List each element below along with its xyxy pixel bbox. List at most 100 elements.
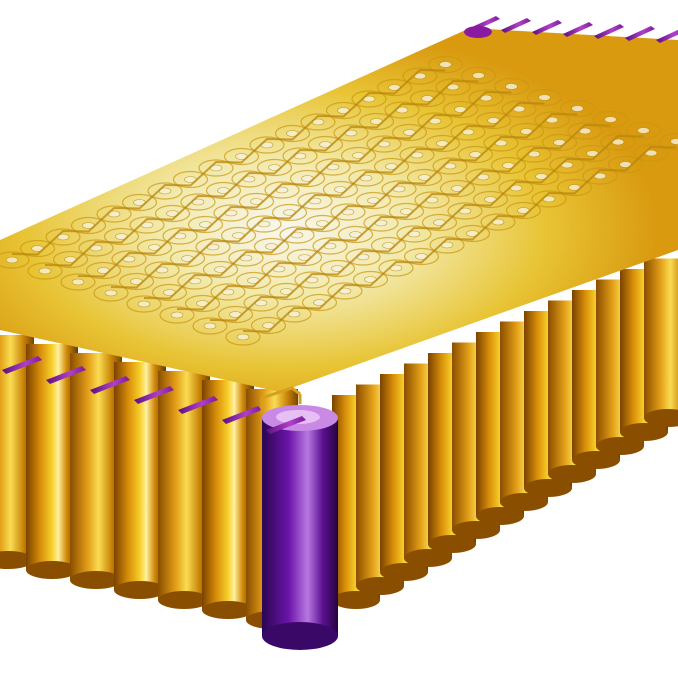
cell-top-cap xyxy=(531,190,567,208)
cell-top-cap xyxy=(177,272,213,290)
highlighted-cell xyxy=(262,405,338,650)
cell-top-cap xyxy=(582,167,618,185)
cell-top-cap xyxy=(297,192,333,210)
cell-top-cap xyxy=(388,202,425,221)
cell-top-cap xyxy=(264,181,300,199)
battery-cell xyxy=(158,371,210,609)
busbar-connectors xyxy=(11,68,677,333)
terminal-tab xyxy=(266,416,306,434)
cell-top-cap xyxy=(457,145,494,164)
cell-top-cap xyxy=(85,261,122,280)
cell-top-cap xyxy=(381,180,417,198)
cell-top-cap xyxy=(592,110,629,129)
cell-top-cap xyxy=(490,156,527,175)
cell-top-cap xyxy=(103,227,140,246)
cell-top-cap xyxy=(399,146,435,164)
cell-top-cap xyxy=(225,328,261,346)
cell-top-cap xyxy=(345,248,381,266)
cell-top-cap xyxy=(556,178,593,197)
cell-top-cap xyxy=(111,250,147,268)
front-terminal-tabs xyxy=(2,356,306,434)
cell-top-cap xyxy=(355,191,392,210)
terminal-tab xyxy=(134,386,174,404)
cell-top-cap xyxy=(559,99,596,118)
terminal-tab xyxy=(625,26,655,41)
cell-top-cap xyxy=(78,239,114,257)
cell-top-cap xyxy=(210,283,246,301)
cell-top-cap xyxy=(600,133,636,151)
terminal-tab xyxy=(222,406,262,424)
cell-top-cap xyxy=(447,202,483,220)
cell-top-cap xyxy=(435,78,471,96)
cell-top-cap xyxy=(633,144,669,162)
cell-top-cap xyxy=(162,227,198,245)
cell-top-cap xyxy=(468,89,504,107)
cell-top-cap xyxy=(144,261,180,279)
cell-top-cap xyxy=(351,90,387,108)
cell-top-cap xyxy=(516,145,552,163)
cell-top-cap xyxy=(246,215,282,233)
terminal-tab xyxy=(594,24,624,39)
terminal-tabs xyxy=(464,16,678,43)
cell-top-cap xyxy=(315,158,351,176)
terminal-tab xyxy=(656,29,678,43)
terminal-tab xyxy=(464,26,492,38)
terminal-tab xyxy=(178,396,218,414)
cell-top-cap xyxy=(256,158,293,177)
cell-top-cap xyxy=(243,294,279,312)
cell-top-cap xyxy=(19,239,56,258)
cell-top-cap xyxy=(480,213,516,231)
cell-top-cap xyxy=(330,203,366,221)
busbar-strip xyxy=(110,101,545,289)
cell-top-cap xyxy=(60,273,96,291)
cell-top-cap xyxy=(250,316,287,335)
cell-top-cap xyxy=(523,167,560,186)
cell-top-cap xyxy=(483,134,519,152)
cell-top-cap xyxy=(526,88,563,107)
cell-top-cap xyxy=(70,216,107,235)
cell-top-cap xyxy=(498,179,534,197)
cell-top-cap xyxy=(121,193,158,212)
cell-top-cap xyxy=(192,317,228,335)
cell-top-cap xyxy=(450,123,486,141)
cell-top-cap xyxy=(454,224,491,243)
cell-top-cap xyxy=(409,89,446,108)
busbar-strip xyxy=(143,112,578,300)
cell-top-cap xyxy=(249,136,285,154)
battery-cell xyxy=(644,258,678,427)
busbar-strip xyxy=(176,123,611,311)
cell-top-cap xyxy=(261,260,297,278)
cell-top-cap xyxy=(574,144,611,163)
cell-top-cap xyxy=(205,181,242,200)
cell-top-cap xyxy=(136,238,173,257)
busbar-strip xyxy=(260,386,302,412)
cell-top-cap xyxy=(151,283,188,302)
cell-top-cap xyxy=(567,122,603,140)
cell-top-cap xyxy=(228,249,264,267)
cell-top-cap xyxy=(475,111,512,130)
cell-top-cap xyxy=(322,180,359,199)
cell-top-cap xyxy=(198,159,234,177)
cell-top-cap xyxy=(169,249,206,268)
cell-top-cap xyxy=(363,214,399,232)
cell-top-cap xyxy=(202,260,239,279)
cell-top-cap xyxy=(366,135,402,153)
cell-top-cap xyxy=(432,157,468,175)
battery-cell xyxy=(70,353,122,589)
cell-top-cap xyxy=(414,191,450,209)
cell-top-cap xyxy=(312,237,348,255)
top-caps xyxy=(0,55,678,346)
cell-top-cap xyxy=(0,251,30,269)
cell-top-cap xyxy=(172,170,209,189)
busbar-strip xyxy=(44,79,479,267)
cell-top-cap xyxy=(118,272,155,291)
terminal-tab xyxy=(46,366,86,384)
cell-top-cap xyxy=(406,168,443,187)
cell-top-cap xyxy=(427,55,464,74)
cell-top-cap xyxy=(223,147,260,166)
cell-top-cap xyxy=(27,262,63,280)
terminal-tab xyxy=(563,22,593,37)
cell-top-cap xyxy=(126,295,162,313)
cell-top-cap xyxy=(276,305,312,323)
cell-top-cap xyxy=(286,248,323,267)
